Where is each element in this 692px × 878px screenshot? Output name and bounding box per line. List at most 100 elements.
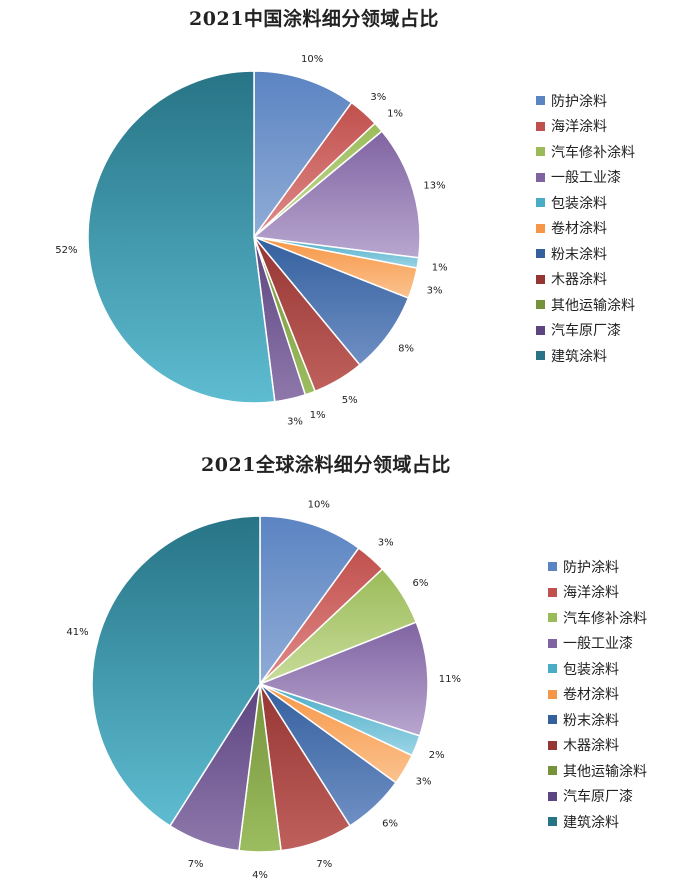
legend-item: 卷材涂料: [536, 216, 635, 242]
legend-swatch: [548, 689, 557, 699]
legend-item: 包装涂料: [548, 656, 647, 682]
legend-swatch: [536, 147, 545, 157]
data-label: 3%: [370, 92, 386, 103]
legend-item: 粉末涂料: [548, 707, 647, 733]
legend-swatch: [548, 562, 557, 572]
data-label: 3%: [427, 285, 443, 296]
legend-label: 一般工业漆: [563, 636, 633, 653]
pie-slice: [259, 515, 360, 687]
legend-item: 木器涂料: [548, 733, 647, 759]
legend-swatch: [536, 249, 545, 259]
legend-item: 一般工业漆: [548, 631, 647, 657]
data-label: 10%: [301, 54, 323, 65]
pie-slice: [252, 130, 421, 259]
data-label: 11%: [439, 674, 461, 685]
legend-swatch: [536, 325, 545, 335]
legend-item: 汽车修补涂料: [536, 139, 635, 165]
data-label: 1%: [310, 410, 326, 421]
legend-item: 卷材涂料: [548, 682, 647, 708]
legend-swatch: [548, 740, 557, 750]
global-pie-chart: 2021全球涂料细分领域占比 10% 3% 6% 11% 2% 3% 6% 7% 4% 7% 41%…: [0, 440, 692, 878]
legend-label: 汽车修补涂料: [551, 144, 635, 161]
pie-slice: [257, 621, 429, 737]
china-pie-chart: 2021中国涂料细分领域占比 10% 3% 1% 13% 1% 3% 8% 5% 1% 3% 52%…: [55, 8, 635, 427]
data-label: 6%: [382, 819, 398, 830]
chart-title: 2021全球涂料细分领域占比: [201, 454, 451, 476]
legend-item: 汽车修补涂料: [548, 605, 647, 631]
legend-label: 卷材涂料: [563, 687, 619, 704]
legend-swatch: [548, 587, 557, 597]
data-label: 1%: [432, 262, 448, 273]
chart-title: 2021中国涂料细分领域占比: [189, 8, 439, 30]
data-label: 41%: [66, 627, 88, 638]
legend-item: 粉末涂料: [536, 241, 635, 267]
legend-item: 海洋涂料: [548, 580, 647, 606]
legend-item: 一般工业漆: [536, 165, 635, 191]
legend-swatch: [536, 172, 545, 182]
legend-label: 其他运输涂料: [551, 297, 635, 314]
legend-label: 海洋涂料: [563, 585, 619, 602]
data-label: 3%: [378, 537, 394, 548]
legend-label: 一般工业漆: [551, 170, 621, 187]
legend-item: 建筑涂料: [536, 343, 635, 369]
legend-label: 卷材涂料: [551, 221, 607, 238]
legend-item: 其他运输涂料: [548, 758, 647, 784]
data-label: 5%: [342, 395, 358, 406]
legend-swatch: [548, 791, 557, 801]
legend-label: 防护涂料: [563, 559, 619, 576]
legend-item: 木器涂料: [536, 267, 635, 293]
data-label: 1%: [387, 109, 403, 120]
legend-label: 木器涂料: [551, 272, 607, 289]
legend-label: 包装涂料: [551, 195, 607, 212]
data-label: 2%: [429, 750, 445, 761]
legend-label: 其他运输涂料: [563, 763, 647, 780]
pie-svg: 10% 3% 6% 11% 2% 3% 6% 7% 4% 7% 41%: [66, 499, 461, 878]
data-label: 52%: [55, 245, 77, 256]
legend: 防护涂料海洋涂料汽车修补涂料 一般工业漆包装涂料卷材涂料粉末涂料木器涂料其他运输涂…: [536, 88, 635, 369]
legend-label: 汽车修补涂料: [563, 610, 647, 627]
data-label: 7%: [316, 859, 332, 870]
data-label: 3%: [416, 777, 432, 788]
legend-swatch: [548, 715, 557, 725]
pie-slice: [253, 70, 353, 240]
legend-label: 木器涂料: [563, 738, 619, 755]
legend-swatch: [548, 613, 557, 623]
legend-swatch: [536, 351, 545, 361]
legend-swatch: [548, 817, 557, 827]
legend-item: 建筑涂料: [548, 809, 647, 835]
legend-item: 防护涂料: [536, 88, 635, 114]
pie-slice: [91, 515, 261, 827]
legend-item: 其他运输涂料: [536, 292, 635, 318]
legend-label: 粉末涂料: [551, 246, 607, 263]
legend-item: 汽车原厂漆: [548, 784, 647, 810]
legend-label: 汽车原厂漆: [551, 323, 621, 340]
legend-label: 汽车原厂漆: [563, 789, 633, 806]
data-label: 6%: [412, 578, 428, 589]
legend-swatch: [548, 638, 557, 648]
legend-swatch: [536, 274, 545, 284]
legend-label: 粉末涂料: [563, 712, 619, 729]
data-label: 7%: [188, 859, 204, 870]
pie-slice: [87, 70, 276, 404]
legend-item: 海洋涂料: [536, 114, 635, 140]
data-label: 13%: [423, 181, 445, 192]
legend-swatch: [536, 121, 545, 131]
legend-swatch: [548, 766, 557, 776]
legend-item: 包装涂料: [536, 190, 635, 216]
data-label: 4%: [252, 870, 268, 878]
data-label: 10%: [308, 499, 330, 510]
pie-svg: 10%3%1%13%1%3%8%5%1%3%52%: [55, 54, 448, 427]
legend-item: 汽车原厂漆: [536, 318, 635, 344]
legend-swatch: [536, 300, 545, 310]
legend: 防护涂料海洋涂料汽车修补涂料 一般工业漆包装涂料卷材涂料粉末涂料木器涂料其他运输涂…: [548, 554, 647, 835]
legend-label: 建筑涂料: [563, 814, 619, 831]
legend-label: 建筑涂料: [551, 348, 607, 365]
legend-label: 海洋涂料: [551, 119, 607, 136]
legend-swatch: [536, 198, 545, 208]
legend-swatch: [536, 223, 545, 233]
legend-item: 防护涂料: [548, 554, 647, 580]
legend-label: 防护涂料: [551, 93, 607, 110]
data-label: 3%: [287, 416, 303, 427]
legend-swatch: [548, 664, 557, 674]
legend-swatch: [536, 96, 545, 106]
